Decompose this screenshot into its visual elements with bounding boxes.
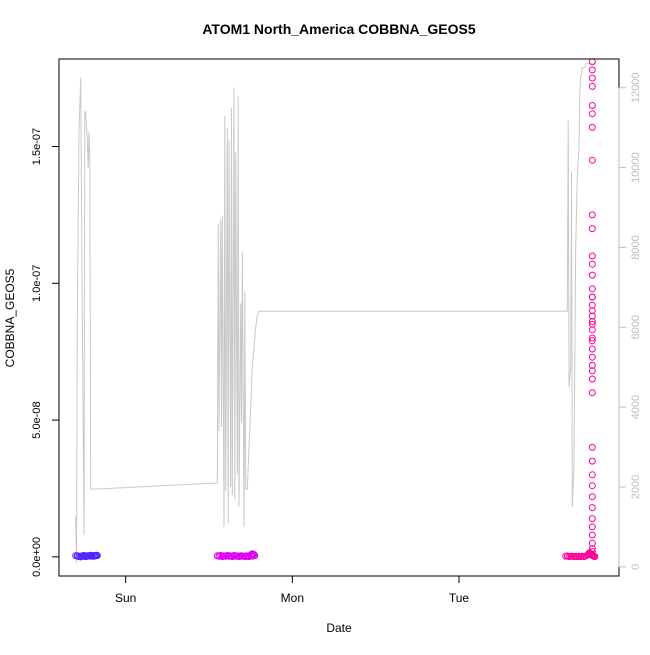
points-mon-point-32	[235, 553, 243, 561]
points-tue-point-28	[588, 523, 596, 531]
points-tue-point-32	[588, 482, 596, 490]
points-tue-point-57	[588, 102, 596, 109]
points-tue-point-53	[588, 211, 596, 219]
x-tick-label-0: Sun	[115, 591, 136, 605]
y-right-tick-label-5: 10000	[630, 152, 642, 183]
points-tue-point-54	[588, 156, 596, 164]
x-axis: Sun Mon Tue	[115, 575, 470, 605]
points-tue-point-31	[588, 493, 596, 501]
x-tick-label-2: Tue	[449, 591, 470, 605]
series-secondary-line	[75, 63, 596, 563]
points-mon-point-28	[222, 552, 230, 560]
points-tue-point-55	[588, 123, 596, 131]
points-tue-point-36	[588, 389, 596, 397]
y-axis-left: 0.0e+00 5.0e-08 1.0e-07 1.5e-07	[31, 128, 60, 577]
points-tue-point-60	[588, 66, 596, 74]
points-mon-point-36	[248, 552, 256, 560]
y-right-tick-label-6: 12000	[630, 72, 642, 103]
y-left-tick-label-1: 5.0e-08	[31, 401, 43, 438]
chart-title: ATOM1 North_America COBBNA_GEOS5	[202, 21, 476, 37]
points-tue-point-48	[588, 285, 596, 293]
points-tue-point-29	[588, 515, 596, 523]
points-tue-point-56	[588, 110, 596, 118]
points-tue-point-27	[588, 531, 596, 539]
points-mon-point-34	[242, 552, 250, 560]
points-mon-point-35	[245, 553, 253, 561]
y-left-tick-label-3: 1.5e-07	[31, 128, 43, 165]
points-tue-point-25	[588, 545, 596, 553]
points-tue-point-42	[588, 337, 596, 345]
points-mon-point-26	[215, 552, 223, 560]
points-tue-point-51	[588, 252, 596, 260]
points-tue-point-64	[588, 307, 596, 315]
y-right-tick-label-3: 6000	[630, 315, 642, 339]
y-right-tick-label-4: 8000	[630, 235, 642, 259]
points-tue-point-34	[588, 457, 596, 465]
points-tue-point-45	[588, 312, 596, 320]
points-tue-point-65	[588, 293, 596, 301]
points-tue-point-39	[588, 361, 596, 369]
points-tue-point-41	[588, 345, 596, 353]
y-left-tick-label-0: 0.0e+00	[31, 537, 43, 577]
points-sat-point-23	[83, 552, 91, 560]
points-mon-point-27	[218, 553, 226, 561]
points-tue-point-49	[588, 271, 596, 279]
points-mon-point-30	[228, 553, 236, 561]
points-tue-point-62	[588, 334, 596, 342]
y-right-tick-label-1: 2000	[630, 475, 642, 499]
points-tue-point-59	[588, 74, 596, 82]
points-sat-point-26	[93, 552, 101, 559]
points-tue-point-50	[588, 260, 596, 268]
points-tue-point-24	[588, 547, 596, 555]
points-tue-point-37	[588, 375, 596, 383]
points-tue-point-58	[588, 82, 596, 90]
points-sat-point-25	[90, 552, 98, 560]
points-tue-point-52	[588, 225, 596, 233]
points-tue-point-63	[588, 320, 596, 328]
points-mon-point-33	[238, 552, 246, 560]
y-right-tick-label-0: 0	[630, 564, 642, 570]
points-sat-point-22	[80, 552, 88, 560]
points-mon-point-31	[232, 552, 240, 560]
y-right-tick-label-2: 4000	[630, 395, 642, 419]
x-axis-label: Date	[326, 621, 352, 635]
points-mon-point-29	[225, 552, 233, 560]
points-tue-point-33	[588, 471, 596, 479]
points-sat-point-20	[73, 552, 81, 560]
x-tick-label-1: Mon	[281, 591, 304, 605]
points-layer	[72, 58, 599, 561]
y-axis-right: 0 2000 4000 6000 8000 10000 12000	[618, 72, 642, 570]
y-left-tick-label-2: 1.0e-07	[31, 265, 43, 302]
points-tue-point-30	[588, 504, 596, 512]
points-sat-point-24	[87, 552, 95, 560]
points-sat-point-21	[77, 553, 85, 561]
points-tue-point-26	[588, 539, 596, 547]
points-tue-point-35	[588, 443, 596, 451]
y-axis-label: COBBNA_GEOS5	[3, 268, 17, 367]
secondary-line-layer	[75, 63, 596, 563]
points-tue-point-40	[588, 353, 596, 361]
points-tue-point-38	[588, 367, 596, 375]
